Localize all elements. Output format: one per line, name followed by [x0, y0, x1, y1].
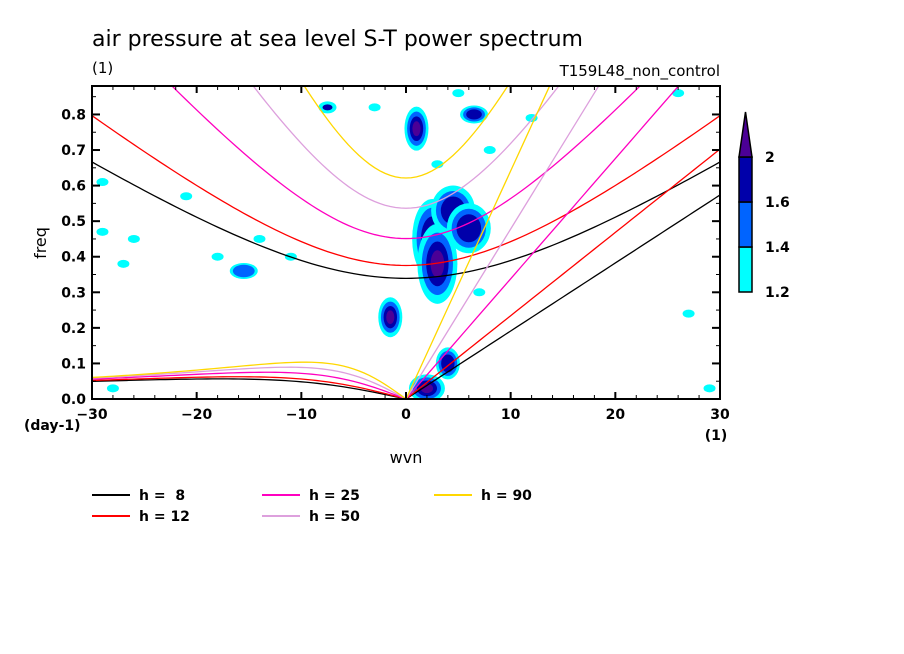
legend-label: h = 90 [481, 488, 532, 504]
contour-region [456, 214, 482, 243]
legend-label: h = 25 [309, 488, 360, 504]
units-label: (1) [92, 59, 113, 77]
rossby-curve [92, 371, 407, 399]
x-units-label: (1) [705, 428, 728, 444]
colorbar-label: 1.6 [765, 195, 790, 211]
contour-region [322, 104, 333, 111]
inertia-gravity-curve [303, 86, 509, 179]
contour-region [106, 384, 119, 393]
contour-region [386, 310, 395, 324]
colorbar-segment [738, 156, 753, 203]
contour-region [483, 146, 496, 155]
contour-region [232, 264, 255, 278]
rossby-curve [92, 366, 407, 399]
x-tick-label: −30 [76, 407, 107, 423]
contour-region [96, 178, 109, 187]
colorbar-label: 1.4 [765, 240, 790, 256]
x-tick-label: 10 [501, 407, 521, 423]
contour-region [96, 227, 109, 236]
contour-region [253, 234, 266, 243]
x-tick-label: −10 [286, 407, 317, 423]
y-units-label: (day-1) [24, 418, 81, 434]
contour-region [117, 259, 130, 268]
y-tick-label: 0.3 [61, 285, 86, 301]
kelvin-curve [405, 86, 600, 399]
y-tick-label: 0.8 [61, 107, 86, 123]
contour-region [473, 288, 486, 297]
contour-region [420, 383, 434, 394]
inertia-gravity-curve [171, 86, 641, 240]
x-tick-label: −20 [181, 407, 212, 423]
experiment-label: T159L48_non_control [559, 62, 720, 81]
y-tick-label: 0.4 [61, 250, 86, 266]
colorbar-extend-triangle [738, 111, 753, 158]
kelvin-curve [405, 194, 720, 399]
colorbar-segment [738, 201, 753, 248]
x-tick-label: 20 [606, 407, 626, 423]
y-tick-label: 0.0 [61, 392, 86, 408]
contour-region [430, 250, 445, 278]
contour-region [452, 89, 465, 98]
inertia-gravity-curve [92, 115, 720, 267]
inertia-gravity-curve [92, 161, 720, 279]
colorbar-label: 1.2 [765, 285, 790, 301]
colorbar: 1.2 1.4 1.6 2 [738, 111, 790, 301]
contour-region [412, 121, 421, 137]
y-tick-label: 0.2 [61, 321, 86, 337]
dispersion-curves [92, 86, 720, 399]
y-axis-label: freq [31, 227, 50, 259]
contour-region [368, 103, 381, 112]
contour-region [703, 384, 716, 393]
inertia-gravity-curve [252, 86, 560, 209]
y-tick-label: 0.7 [61, 143, 86, 159]
contour-region [466, 109, 482, 120]
y-tick-label: 0.5 [61, 214, 86, 230]
x-tick-label: 30 [710, 407, 730, 423]
legend-label: h = 12 [139, 509, 190, 525]
legend-label: h = 8 [139, 488, 185, 504]
colorbar-label: 2 [765, 150, 775, 166]
contour-region [127, 234, 140, 243]
y-tick-label: 0.6 [61, 179, 86, 195]
chart-title: air pressure at sea level S-T power spec… [92, 27, 583, 52]
rossby-curve [92, 378, 407, 399]
legend: h = 8 h = 12 h = 25 h = 50 h = 90 [92, 488, 532, 525]
rossby-curve [92, 361, 407, 399]
rossby-curve [92, 376, 407, 399]
contour-region [180, 192, 193, 201]
contour-region [211, 252, 224, 261]
kelvin-curve [405, 86, 680, 399]
kelvin-curve [405, 148, 720, 399]
x-tick-label: 0 [401, 407, 411, 423]
y-tick-label: 0.1 [61, 356, 86, 372]
contour-field [96, 89, 716, 399]
legend-label: h = 50 [309, 509, 360, 525]
contour-region [672, 89, 685, 98]
contour-region [682, 309, 695, 318]
colorbar-segment [738, 246, 753, 293]
x-axis-label: wvn [390, 448, 423, 467]
kelvin-curve [405, 86, 551, 399]
axes: −30 −20 −10 0 10 20 30 0.0 0.1 0.2 0.3 0.4 0.5 0.6 0.7… [61, 86, 730, 423]
